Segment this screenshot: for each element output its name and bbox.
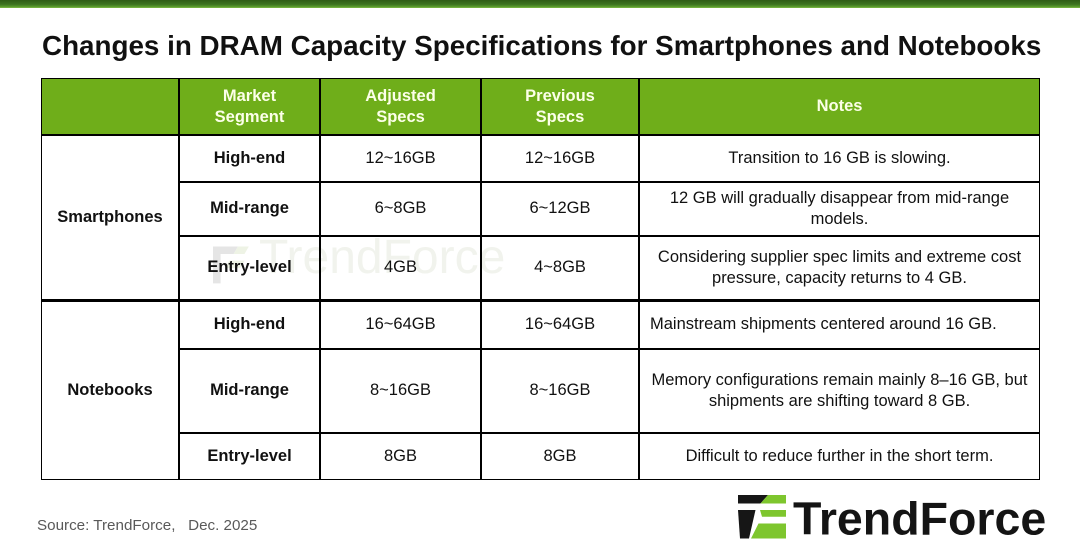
svg-text:TrendForce: TrendForce [793,493,1046,541]
